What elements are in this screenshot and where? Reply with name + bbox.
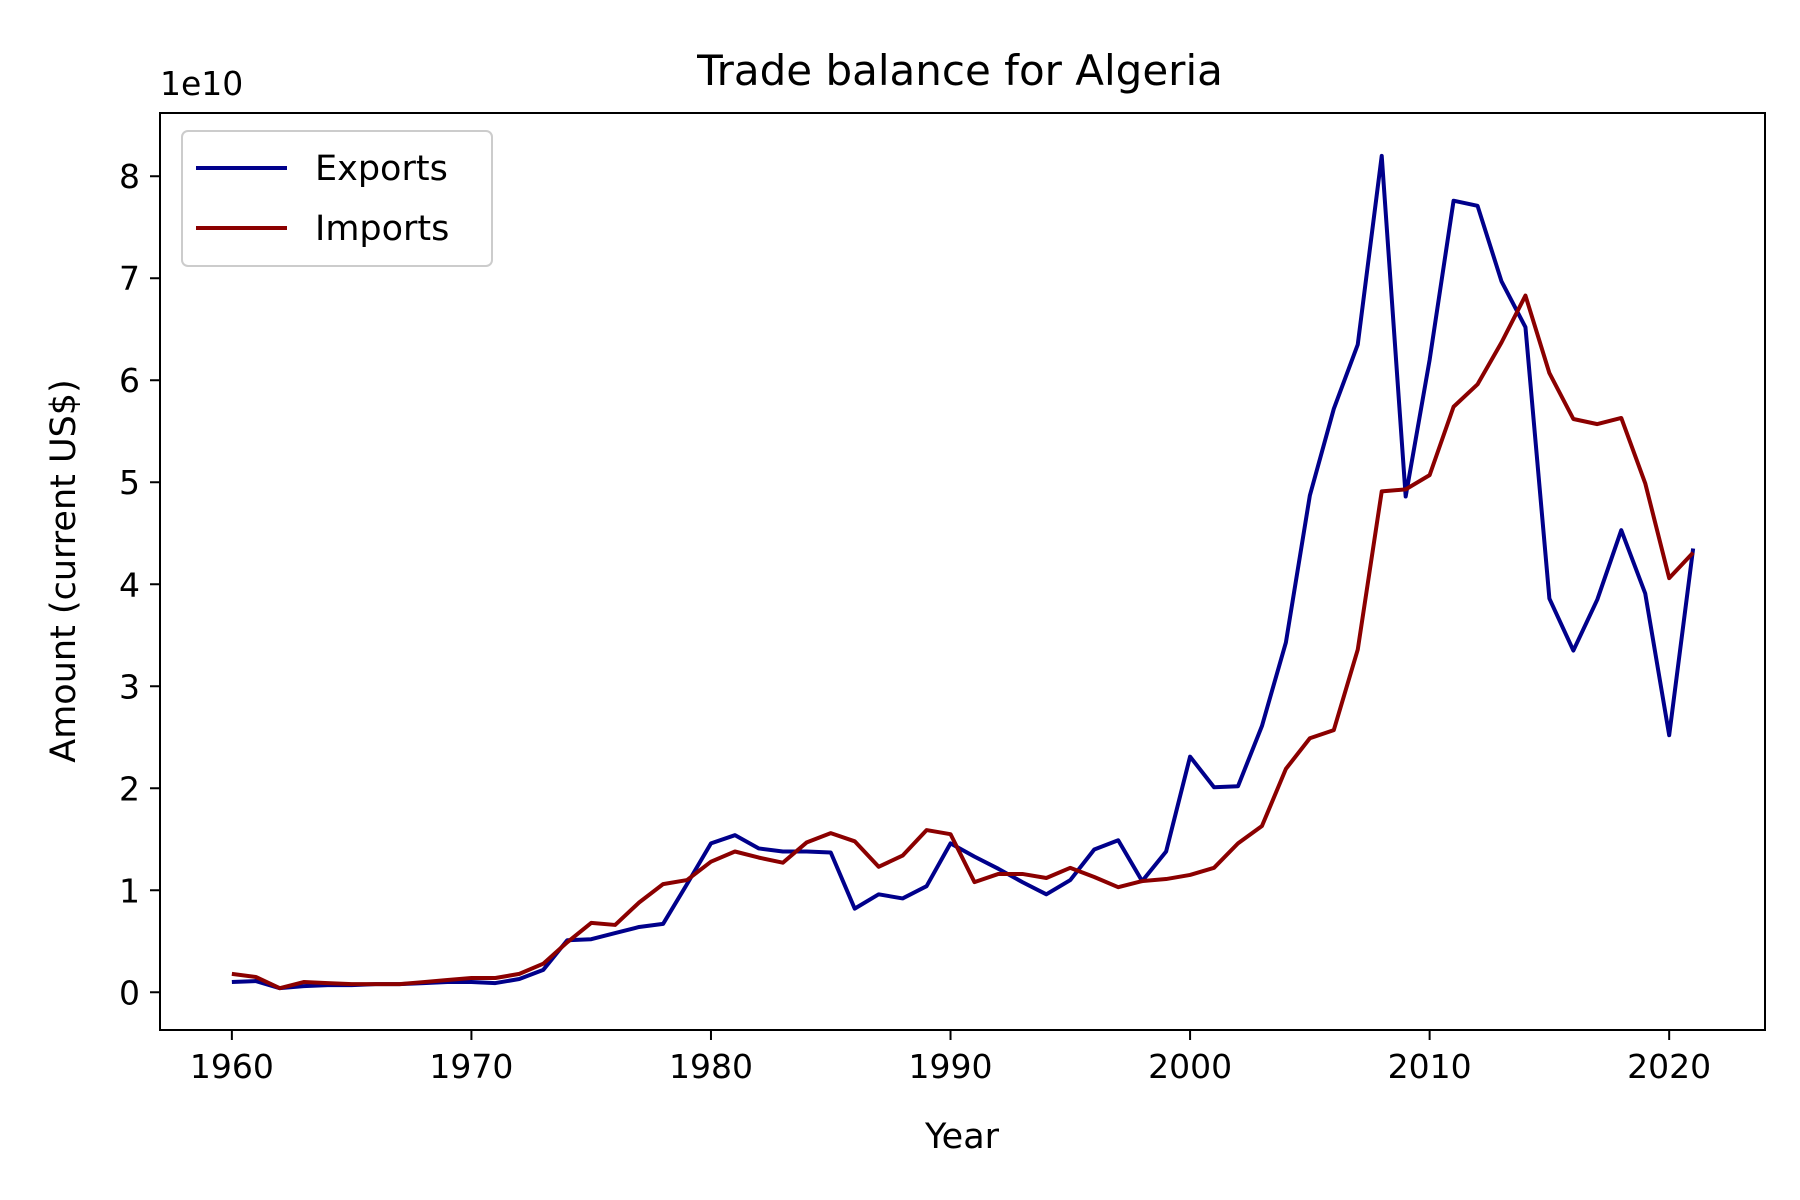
- x-tick-label: 1980: [669, 1047, 753, 1086]
- x-tick-label: 2020: [1627, 1047, 1711, 1086]
- y-tick-label: 2: [119, 769, 140, 808]
- series-layer: [231, 153, 1696, 991]
- x-tick-label: 2000: [1148, 1047, 1232, 1086]
- series-line-imports: [231, 293, 1695, 991]
- series-line-exports: [231, 153, 1696, 991]
- y-tick-label: 4: [119, 565, 140, 604]
- y-tick-label: 6: [119, 361, 140, 400]
- legend: Exports Imports: [181, 130, 493, 267]
- x-axis-ticks: 1960 1970 1980 1990 2000 2010 2020: [190, 1030, 1711, 1086]
- legend-label-imports: Imports: [315, 209, 449, 249]
- legend-label-exports: Exports: [315, 149, 448, 189]
- x-tick-label: 1990: [909, 1047, 993, 1086]
- x-tick-label: 1960: [190, 1047, 274, 1086]
- plot-frame: [159, 112, 1766, 1031]
- y-axis-ticks: 0 1 2 3 4 5 6 7 8: [119, 157, 160, 1012]
- x-axis-label: Year: [924, 1117, 1000, 1157]
- x-tick-label: 2010: [1388, 1047, 1472, 1086]
- chart-title: Trade balance for Algeria: [696, 46, 1223, 95]
- y-axis-label: Amount (current US$): [44, 379, 84, 762]
- y-tick-label: 5: [119, 463, 140, 502]
- x-tick-label: 1970: [429, 1047, 513, 1086]
- y-tick-label: 0: [119, 973, 140, 1012]
- legend-box: [181, 130, 493, 267]
- y-tick-label: 8: [119, 157, 140, 196]
- y-offset-label: 1e10: [160, 64, 243, 103]
- y-tick-label: 7: [119, 259, 140, 298]
- y-tick-label: 3: [119, 667, 140, 706]
- y-tick-label: 1: [119, 871, 140, 910]
